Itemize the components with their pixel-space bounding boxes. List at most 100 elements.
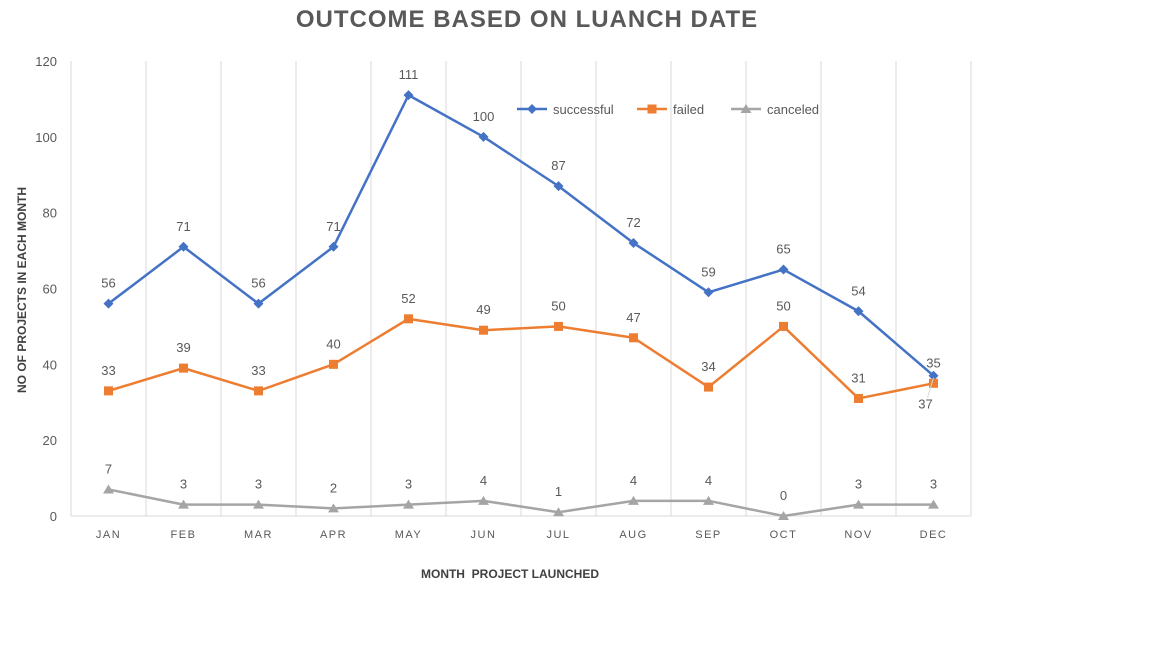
data-label-canceled: 3: [180, 477, 187, 492]
data-point-failed: [854, 393, 863, 403]
data-point-canceled: [253, 499, 264, 509]
data-point-successful: [328, 241, 339, 252]
legend-label-canceled: canceled: [767, 102, 819, 117]
data-label-canceled: 3: [855, 477, 862, 492]
data-point-failed: [404, 314, 413, 324]
data-point-successful: [527, 104, 537, 114]
data-point-successful: [478, 131, 489, 142]
data-point-failed: [629, 333, 638, 343]
chart-title: OUTCOME BASED ON LUANCH DATE: [295, 6, 759, 33]
data-label-canceled: 4: [705, 473, 712, 488]
data-label-failed: 34: [701, 359, 715, 374]
x-tick-label: MAR: [244, 529, 273, 541]
data-point-successful: [778, 264, 789, 275]
x-tick-label: MAY: [395, 529, 423, 541]
data-point-failed: [647, 104, 657, 114]
data-point-canceled: [740, 104, 752, 113]
data-point-successful: [703, 287, 714, 298]
data-point-successful: [553, 181, 564, 192]
data-point-canceled: [328, 503, 339, 513]
data-point-successful: [853, 306, 864, 317]
x-tick-label: OCT: [770, 529, 798, 541]
data-label-successful: 87: [551, 158, 565, 173]
data-label-failed: 40: [326, 336, 340, 351]
data-point-successful: [928, 370, 939, 381]
data-point-failed: [554, 321, 563, 331]
data-label-successful: 54: [851, 283, 865, 298]
data-label-failed: 35: [926, 355, 940, 370]
data-point-failed: [704, 382, 713, 392]
data-point-canceled: [178, 499, 189, 509]
data-point-successful: [628, 238, 639, 248]
data-point-failed: [104, 386, 113, 396]
data-point-canceled: [853, 499, 864, 509]
data-label-failed: 33: [101, 363, 115, 378]
data-point-canceled: [403, 499, 414, 509]
data-label-failed: 50: [551, 298, 565, 313]
data-point-successful: [403, 90, 414, 101]
x-tick-label: NOV: [844, 529, 872, 541]
data-label-successful: 71: [176, 219, 190, 234]
data-label-successful: 71: [326, 219, 340, 234]
data-label-failed: 50: [776, 298, 790, 313]
data-point-failed: [779, 321, 788, 331]
data-label-successful: 100: [473, 109, 495, 124]
data-point-failed: [929, 378, 938, 388]
data-point-successful: [178, 241, 189, 252]
data-label-failed: 33: [251, 363, 265, 378]
data-label-successful: 111: [399, 67, 419, 82]
data-label-successful: 56: [101, 276, 115, 291]
data-label-failed: 47: [626, 310, 640, 325]
y-tick-label: 100: [35, 130, 57, 145]
data-label-failed: 49: [476, 302, 490, 317]
legend-label-successful: successful: [553, 102, 614, 117]
data-label-canceled: 1: [555, 484, 562, 499]
x-tick-label: DEC: [920, 529, 948, 541]
data-label-canceled: 4: [480, 473, 487, 488]
data-label-successful: 37: [918, 397, 932, 412]
data-label-canceled: 2: [330, 480, 337, 495]
series-line-canceled: [108, 488, 934, 518]
data-label-failed: 39: [176, 340, 190, 355]
data-point-failed: [479, 325, 488, 335]
x-tick-label: APR: [320, 529, 347, 541]
data-point-canceled: [928, 499, 939, 509]
series-line-successful: [107, 93, 935, 377]
x-tick-label: JUL: [546, 529, 570, 541]
legend-label-failed: failed: [673, 102, 704, 117]
y-tick-label: 40: [43, 357, 57, 372]
data-point-failed: [179, 363, 188, 373]
x-tick-label: SEP: [695, 529, 722, 541]
data-label-canceled: 3: [255, 477, 262, 492]
x-tick-label: AUG: [619, 529, 647, 541]
data-label-successful: 72: [626, 215, 640, 230]
data-label-successful: 59: [701, 264, 715, 279]
data-point-canceled: [553, 507, 564, 517]
data-point-canceled: [478, 495, 489, 505]
data-point-failed: [254, 386, 263, 396]
x-axis-title: MONTH PROJECT LAUNCHED: [420, 567, 599, 581]
data-label-canceled: 4: [630, 473, 637, 488]
data-label-canceled: 3: [930, 477, 937, 492]
x-tick-label: FEB: [171, 529, 197, 541]
y-tick-label: 80: [43, 206, 57, 221]
x-tick-label: JAN: [96, 529, 121, 541]
data-label-failed: 52: [401, 291, 415, 306]
data-point-successful: [253, 298, 264, 309]
data-point-failed: [329, 359, 338, 369]
data-label-canceled: 0: [780, 488, 787, 503]
x-tick-label: JUN: [471, 529, 497, 541]
y-tick-label: 120: [35, 54, 57, 69]
data-label-successful: 65: [776, 242, 790, 257]
data-point-canceled: [778, 511, 789, 520]
data-point-canceled: [703, 495, 714, 505]
y-tick-label: 20: [43, 433, 57, 448]
data-point-canceled: [628, 495, 639, 505]
data-point-canceled: [103, 484, 114, 494]
data-label-canceled: 7: [105, 461, 112, 476]
y-tick-label: 60: [43, 282, 57, 297]
y-tick-label: 0: [50, 509, 57, 524]
leader-line: [927, 377, 934, 398]
